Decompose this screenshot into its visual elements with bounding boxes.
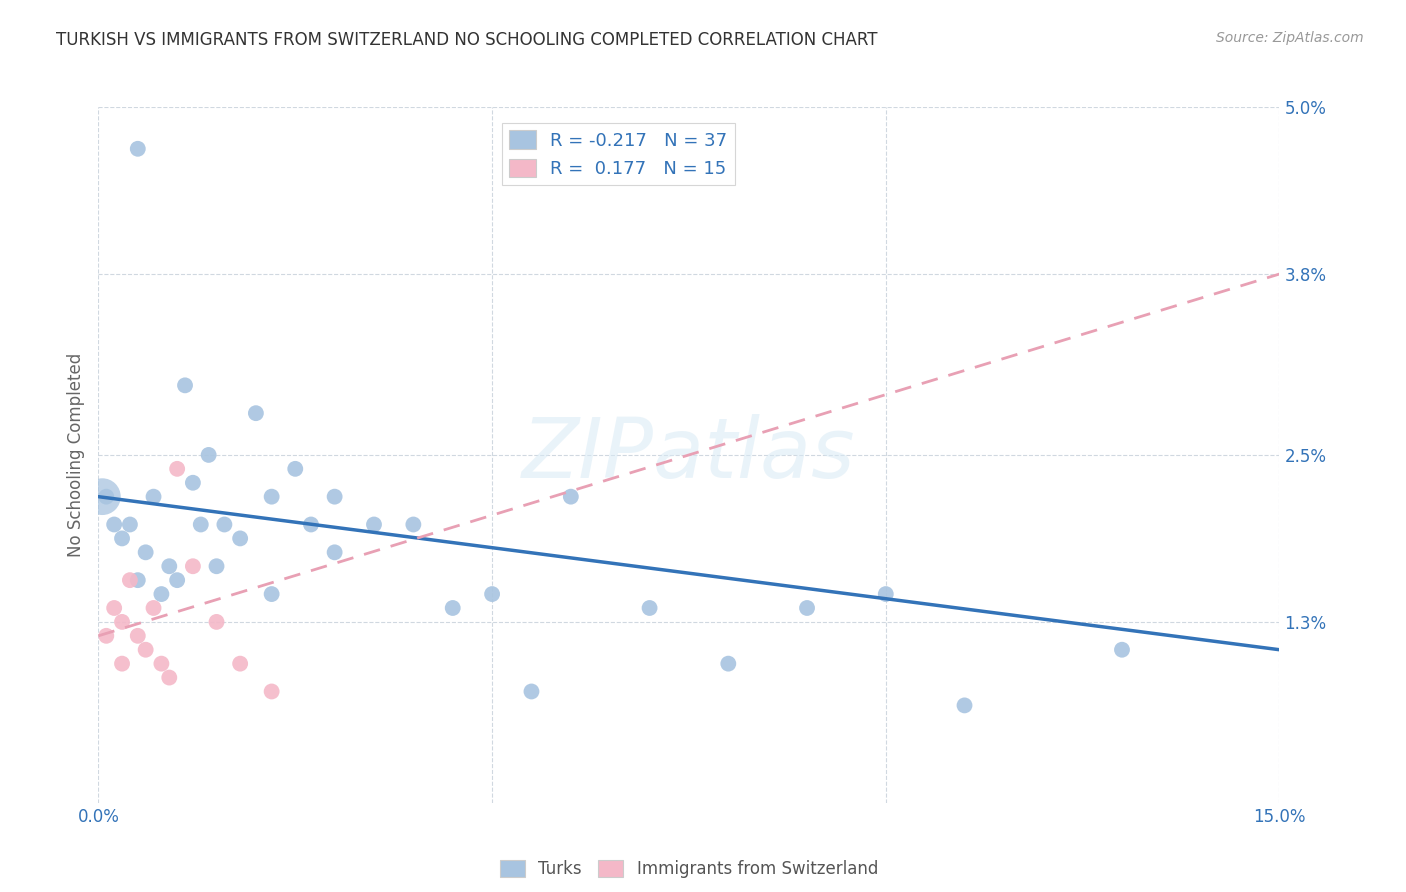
Point (181, 475, 204, 490)
Point (875, 587, 897, 601)
Point (166, 573, 188, 587)
Point (441, 601, 464, 615)
Point (111, 615, 134, 629)
Point (111, 532, 134, 546)
Point (118, 573, 141, 587)
Point (157, 559, 180, 574)
Point (363, 517, 385, 532)
Point (135, 545, 157, 559)
Point (205, 615, 228, 629)
Point (91, 490, 114, 504)
Point (299, 517, 322, 532)
Point (205, 559, 228, 574)
Point (150, 657, 173, 671)
Point (214, 517, 236, 532)
Point (1111, 642, 1133, 657)
Point (127, 142, 149, 156)
Text: ZIPatlas: ZIPatlas (522, 415, 856, 495)
Point (157, 671, 180, 685)
Point (174, 378, 197, 392)
Point (245, 406, 267, 420)
Point (96, 490, 118, 504)
Point (284, 462, 307, 476)
Point (150, 587, 173, 601)
Point (638, 601, 661, 615)
Point (142, 601, 165, 615)
Point (181, 559, 204, 574)
Point (260, 684, 283, 698)
Point (260, 587, 283, 601)
Point (323, 490, 346, 504)
Point (127, 629, 149, 643)
Point (520, 684, 543, 698)
Text: Source: ZipAtlas.com: Source: ZipAtlas.com (1216, 31, 1364, 45)
Point (166, 462, 188, 476)
Point (118, 517, 141, 532)
Point (560, 490, 582, 504)
Point (190, 517, 212, 532)
Point (103, 517, 125, 532)
Point (142, 490, 165, 504)
Point (260, 490, 283, 504)
Point (953, 698, 976, 713)
Point (197, 448, 219, 462)
Text: TURKISH VS IMMIGRANTS FROM SWITZERLAND NO SCHOOLING COMPLETED CORRELATION CHART: TURKISH VS IMMIGRANTS FROM SWITZERLAND N… (56, 31, 877, 49)
Point (127, 573, 149, 587)
Point (323, 545, 346, 559)
Legend: Turks, Immigrants from Switzerland: Turks, Immigrants from Switzerland (494, 854, 884, 885)
Point (481, 587, 503, 601)
Y-axis label: No Schooling Completed: No Schooling Completed (66, 353, 84, 557)
Point (135, 642, 157, 657)
Point (717, 657, 740, 671)
Point (796, 601, 818, 615)
Point (103, 601, 125, 615)
Point (402, 517, 425, 532)
Point (229, 532, 252, 546)
Point (96, 629, 118, 643)
Point (111, 657, 134, 671)
Point (229, 657, 252, 671)
